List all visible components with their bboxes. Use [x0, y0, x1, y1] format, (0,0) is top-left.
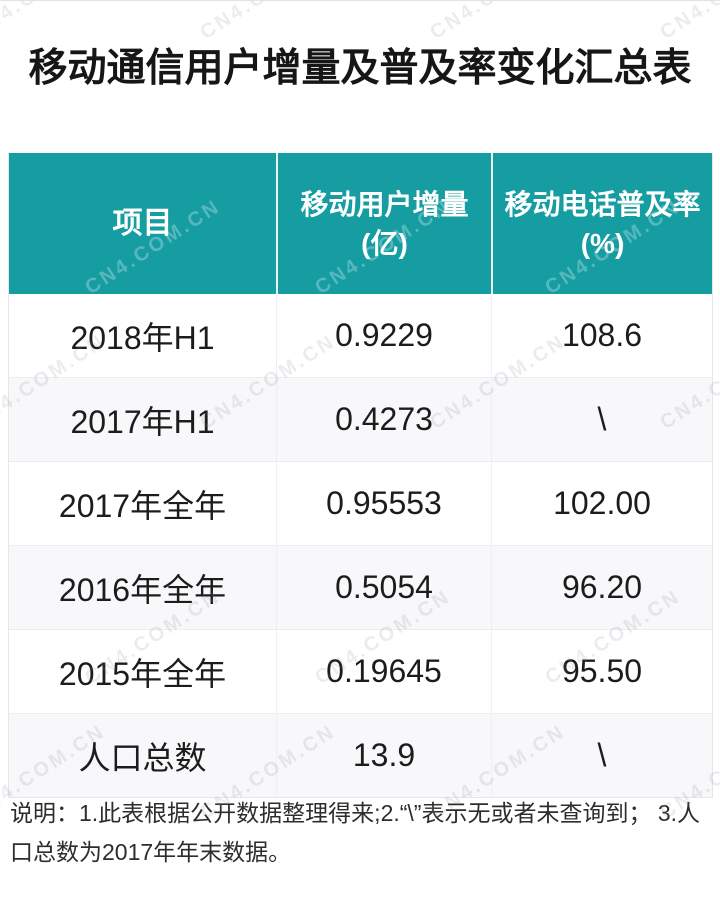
cell-item: 2018年H1 [70, 319, 215, 356]
cell-penetration: \ [491, 378, 712, 461]
column-header-increment: 移动用户增量 (亿) [276, 153, 491, 294]
column-header-increment-label: 移动用户增量 [300, 188, 469, 220]
cell-penetration: 96.20 [491, 546, 712, 629]
page-title: 移动通信用户增量及普及率变化汇总表 [28, 47, 692, 90]
cell-penetration: 102.00 [491, 462, 712, 545]
cell-increment: 0.5054 [276, 546, 491, 629]
table-row-2016full: 2016年全年 0.5054 96.20 [9, 545, 712, 629]
cell-penetration: 108.6 [491, 294, 712, 377]
column-header-increment-unit: (亿) [361, 227, 408, 259]
cell-increment: 0.19645 [276, 630, 491, 713]
footnote: 说明：1.此表根据公开数据整理得来;2.“\”表示无或者未查询到； 3.人口总数… [10, 800, 701, 865]
column-header-penetration-label: 移动电话普及率 [504, 188, 701, 220]
summary-table: 项目 移动用户增量 (亿) 移动电话普及率 (%) 2018年H1 0.9229… [8, 153, 713, 798]
cell-item: 2016年全年 [58, 571, 227, 608]
column-header-item-label: 项目 [112, 207, 173, 240]
cell-penetration: 95.50 [491, 630, 712, 713]
table-row-2017full: 2017年全年 0.95553 102.00 [9, 461, 712, 545]
table-row-population: 人口总数 13.9 \ [9, 713, 712, 797]
cell-increment: 0.95553 [276, 462, 491, 545]
cell-item: 2017年H1 [70, 403, 215, 440]
table-row-2018h1: 2018年H1 0.9229 108.6 [9, 294, 712, 377]
column-header-item: 项目 [9, 153, 276, 294]
cell-increment: 13.9 [276, 714, 491, 797]
cell-item: 2015年全年 [58, 655, 227, 692]
table-body: 2018年H1 0.9229 108.6 2017年H1 0.4273 \ 20… [9, 294, 712, 797]
column-header-penetration-unit: (%) [580, 227, 625, 259]
cell-penetration: \ [491, 714, 712, 797]
cell-item: 2017年全年 [58, 487, 227, 524]
cell-increment: 0.4273 [276, 378, 491, 461]
cell-increment: 0.9229 [276, 294, 491, 377]
table-row-2015full: 2015年全年 0.19645 95.50 [9, 629, 712, 713]
table-header-row: 项目 移动用户增量 (亿) 移动电话普及率 (%) [9, 153, 712, 294]
cell-item: 人口总数 [78, 739, 207, 776]
table-row-2017h1: 2017年H1 0.4273 \ [9, 377, 712, 461]
column-header-penetration: 移动电话普及率 (%) [491, 153, 712, 294]
